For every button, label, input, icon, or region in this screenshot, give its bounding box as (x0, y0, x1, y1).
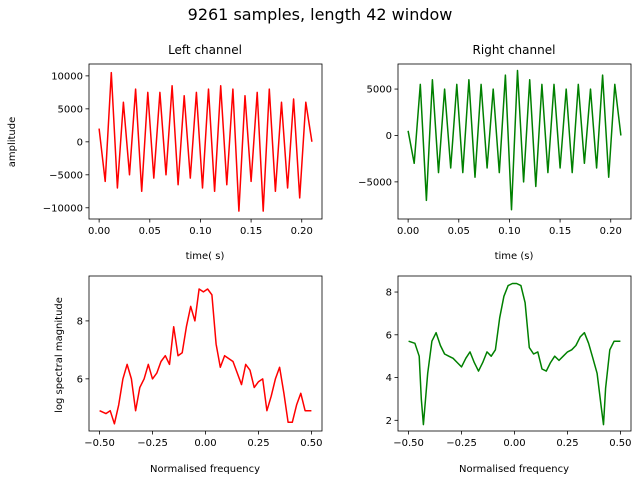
x-axis-label: Normalised frequency (459, 464, 569, 475)
y-axis-label: amplitude (7, 117, 18, 168)
y-tick-label: 8 (77, 316, 83, 327)
x-tick-label: 0.00 (503, 438, 525, 449)
x-axis-label: time( s) (186, 251, 225, 262)
x-tick-label: 0.00 (88, 226, 110, 237)
panel-title: Left channel (168, 43, 242, 57)
x-tick-label: −0.50 (84, 438, 115, 449)
y-tick-label: 8 (386, 288, 392, 299)
x-tick-label: 0.00 (194, 438, 216, 449)
panel-right-spectrum: −0.50 −0.25 0.00 0.25 0.50 2 4 6 8 Normalised fr… (386, 275, 632, 475)
figure-title: 9261 samples, length 42 window (188, 5, 453, 24)
x-tick-label: 0.10 (498, 226, 520, 237)
x-tick-label: 0.00 (397, 226, 419, 237)
y-tick-label: 0 (77, 137, 83, 148)
x-tick-label: 0.05 (448, 226, 470, 237)
x-tick-label: 0.15 (549, 226, 571, 237)
y-tick-label: 0 (386, 131, 392, 142)
x-tick-label: 0.25 (247, 438, 269, 449)
x-tick-label: 0.15 (240, 226, 262, 237)
y-tick-label: 4 (386, 373, 392, 384)
y-tick-label: −10000 (43, 203, 83, 214)
x-axis-label: Normalised frequency (150, 464, 260, 475)
y-axis-label: log spectral magnitude (54, 297, 65, 413)
y-tick-label: 6 (77, 374, 83, 385)
axes-frame (397, 63, 632, 220)
x-axis-label: time (s) (495, 251, 534, 262)
x-tick-label: 0.20 (600, 226, 622, 237)
y-tick-label: −5000 (358, 177, 392, 188)
x-tick-label: −0.25 (446, 438, 477, 449)
panel-left-channel: Left channel 0.00 0.05 0.10 0.15 0.20 −10000 −… (7, 43, 323, 262)
series-line-0 (407, 69, 622, 211)
panel-title: Right channel (473, 43, 556, 57)
y-tick-label: 10000 (51, 71, 83, 82)
panel-left-spectrum: −0.50 −0.25 0.00 0.25 0.50 6 8 Normalised freq… (54, 275, 323, 475)
series-line-0 (408, 282, 621, 426)
series-line-0 (98, 71, 313, 212)
x-tick-label: 0.50 (609, 438, 631, 449)
axes-frame (397, 275, 632, 432)
y-tick-label: −5000 (49, 170, 83, 181)
x-tick-label: 0.20 (291, 226, 313, 237)
series-line-0 (99, 288, 312, 425)
x-tick-label: 0.25 (556, 438, 578, 449)
x-tick-label: −0.50 (393, 438, 424, 449)
axes-frame (88, 275, 323, 432)
y-tick-label: 2 (386, 416, 392, 427)
x-tick-label: 0.05 (139, 226, 161, 237)
y-tick-label: 5000 (367, 85, 392, 96)
y-tick-label: 6 (386, 330, 392, 341)
x-tick-label: 0.50 (300, 438, 322, 449)
y-tick-label: 5000 (58, 104, 83, 115)
x-tick-label: −0.25 (137, 438, 168, 449)
x-tick-label: 0.10 (189, 226, 211, 237)
panel-right-channel: Right channel 0.00 0.05 0.10 0.15 0.20 −5000 0… (358, 43, 632, 262)
